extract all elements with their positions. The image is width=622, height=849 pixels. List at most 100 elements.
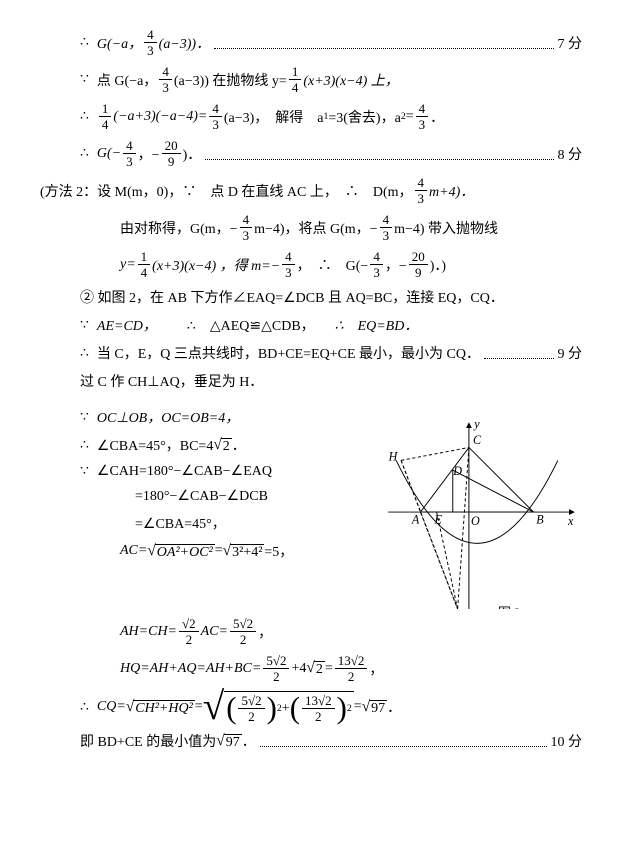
because-sym: ∵ [80, 409, 89, 426]
because-sym: ∵ [80, 71, 89, 88]
math-text: G(−a， [97, 33, 142, 53]
sqrt: 97 [362, 698, 387, 717]
fraction: 43 [380, 213, 393, 242]
score-mark: 10 分 [551, 731, 583, 751]
sqrt: 2 [213, 436, 231, 455]
math-text: )．) [430, 255, 446, 275]
point-label-e: E [434, 512, 443, 526]
because-sym: ∵ [80, 317, 89, 334]
step-line: AH=CH= √22 AC= 5√22 ， [40, 617, 582, 646]
text-column: ∵ OC⊥OB，OC=OB=4， ∴ ∠CBA=45°，BC=4 2 ． ∵ ∠… [40, 399, 362, 569]
math-text: )． [183, 144, 202, 164]
fraction: 43 [144, 28, 157, 57]
math-text: ∴ EQ=BD． [335, 315, 419, 335]
figure-text-wrap: ∵ OC⊥OB，OC=OB=4， ∴ ∠CBA=45°，BC=4 2 ． ∵ ∠… [40, 399, 582, 609]
score-mark: 9 分 [558, 343, 583, 363]
step-line: 即 BD+CE 的最小值为 97 ． 10 分 [40, 731, 582, 751]
fraction: 43 [209, 102, 222, 131]
fraction: 14 [289, 65, 302, 94]
math-text: =180°−∠CAB−∠DCB [135, 488, 268, 505]
step-line: ∴ CQ= CH²+HQ² = √ ( 5√22 )2 + ( 13√22 )2… [40, 691, 582, 723]
math-text: (a−3)) 在抛物线 y= [174, 70, 287, 90]
math-text: AH=CH= [120, 624, 177, 640]
step-line: ∴ 当 C，E，Q 三点共线时，BD+CE=EQ+CE 最小，最小为 CQ． 9… [40, 343, 582, 363]
leader-dots [260, 735, 547, 747]
fraction: √22 [179, 617, 199, 646]
axis-y-label: y [472, 417, 480, 431]
step-line: 由对称得，G(m，− 43 m−4)，将点 G(m，− 43 m−4) 带入抛物… [40, 213, 582, 242]
sqrt: 3²+4² [223, 542, 265, 561]
step-line: y= 14 (x+3)(x−4) ，得 m=− 43 ， ∴ G(− 43 ，−… [40, 250, 582, 279]
step-line: ∵ AE=CD， ∴ △AEQ≌△CDB， ∴ EQ=BD． [40, 315, 582, 335]
step-line: ∵ OC⊥OB，OC=OB=4， [40, 407, 362, 427]
math-text: =5， [264, 541, 293, 561]
point-label-b: B [536, 512, 544, 526]
math-text: AE=CD， [97, 315, 157, 335]
math-text: = [325, 661, 333, 677]
math-text: = [215, 543, 223, 559]
step-line: ∴ 14 (−a+3)(−a−4)= 43 (a−3)， 解得 a1 =3(舍去… [40, 102, 582, 131]
math-text: ， ∴ G(− [297, 255, 369, 275]
math-text: =∠CBA=45°， [135, 513, 226, 533]
sqrt-big: √ ( 5√22 )2 + ( 13√22 )2 [203, 691, 354, 723]
method-header: (方法 2：设 M(m，0)，∵ 点 D 在直线 AC 上， ∴ D(m， 43… [40, 176, 582, 205]
math-text: (a−3)， 解得 a [224, 107, 324, 127]
math-text: (a−3))． [159, 33, 210, 53]
math-text: = [195, 699, 203, 715]
step-line: ∴ G(− 43 ，− 209 )． 8 分 [40, 139, 582, 168]
point-label-a: A [411, 512, 420, 526]
math-text: = [354, 699, 362, 715]
math-text: ∴ △AEQ≌△CDB， [187, 315, 315, 335]
fraction: 5√22 [263, 654, 289, 683]
point-label-d: D [452, 464, 462, 478]
because-sym: ∵ [80, 463, 89, 480]
math-text: ． [232, 435, 246, 455]
sqrt: OA²+OC² [147, 542, 214, 561]
math-text: ∠CBA=45°，BC=4 [97, 435, 213, 455]
therefore-sym: ∴ [80, 108, 89, 125]
math-text: ． [430, 107, 444, 127]
math-text: y= [120, 257, 136, 273]
fraction: 209 [409, 250, 428, 279]
fraction: 43 [370, 250, 383, 279]
fraction: 43 [415, 176, 428, 205]
math-text: ② 如图 2，在 AB 下方作∠EAQ=∠DCB 且 AQ=BC，连接 EQ，C… [80, 287, 504, 307]
point-label-h: H [388, 449, 399, 463]
leader-dots [205, 147, 553, 159]
step-line: =180°−∠CAB−∠DCB [40, 488, 362, 505]
math-text: AC= [201, 624, 228, 640]
leader-dots [484, 347, 554, 359]
math-text: = [406, 109, 414, 125]
math-text: m−4) 带入抛物线 [394, 218, 498, 238]
math-text: ， [369, 659, 383, 679]
math-text: ∠CAH=180°−∠CAB−∠EAQ [97, 463, 272, 480]
math-text: OC⊥OB，OC=OB=4， [97, 407, 239, 427]
step-line: ∵ ∠CAH=180°−∠CAB−∠EAQ [40, 463, 362, 480]
math-text: CQ= [97, 699, 126, 715]
fraction: 5√22 [230, 617, 256, 646]
math-text: 当 C，E，Q 三点共线时，BD+CE=EQ+CE 最小，最小为 CQ． [97, 343, 480, 363]
fraction: 209 [162, 139, 181, 168]
therefore-sym: ∴ [80, 437, 89, 454]
figure-caption: 图 2 [498, 605, 521, 609]
step-line: AC= OA²+OC² = 3²+4² =5， [40, 541, 362, 561]
fraction: 43 [240, 213, 253, 242]
math-text: HQ=AH+AQ=AH+BC= [120, 661, 261, 677]
fraction: 14 [99, 102, 112, 131]
fraction: 43 [159, 65, 172, 94]
sqrt: CH²+HQ² [126, 698, 195, 717]
therefore-sym: ∴ [80, 345, 89, 362]
math-text: 即 BD+CE 的最小值为 [80, 731, 216, 751]
math-text: (x+3)(x−4) ，得 m=− [152, 255, 280, 275]
score-mark: 7 分 [558, 33, 583, 53]
math-text: =3(舍去)，a [328, 107, 400, 127]
sqrt: 97 [216, 732, 241, 751]
point-label-o: O [471, 514, 480, 528]
math-text: ，− [138, 144, 160, 164]
therefore-sym: ∴ [80, 699, 89, 716]
score-mark: 8 分 [558, 144, 583, 164]
step-line: ∴ G(−a， 43 (a−3))． 7 分 [40, 28, 582, 57]
math-text: (方法 2：设 M(m，0)，∵ 点 D 在直线 AC 上， ∴ D(m， [40, 181, 413, 201]
point-label-c: C [473, 433, 482, 447]
leader-dots [214, 36, 553, 48]
